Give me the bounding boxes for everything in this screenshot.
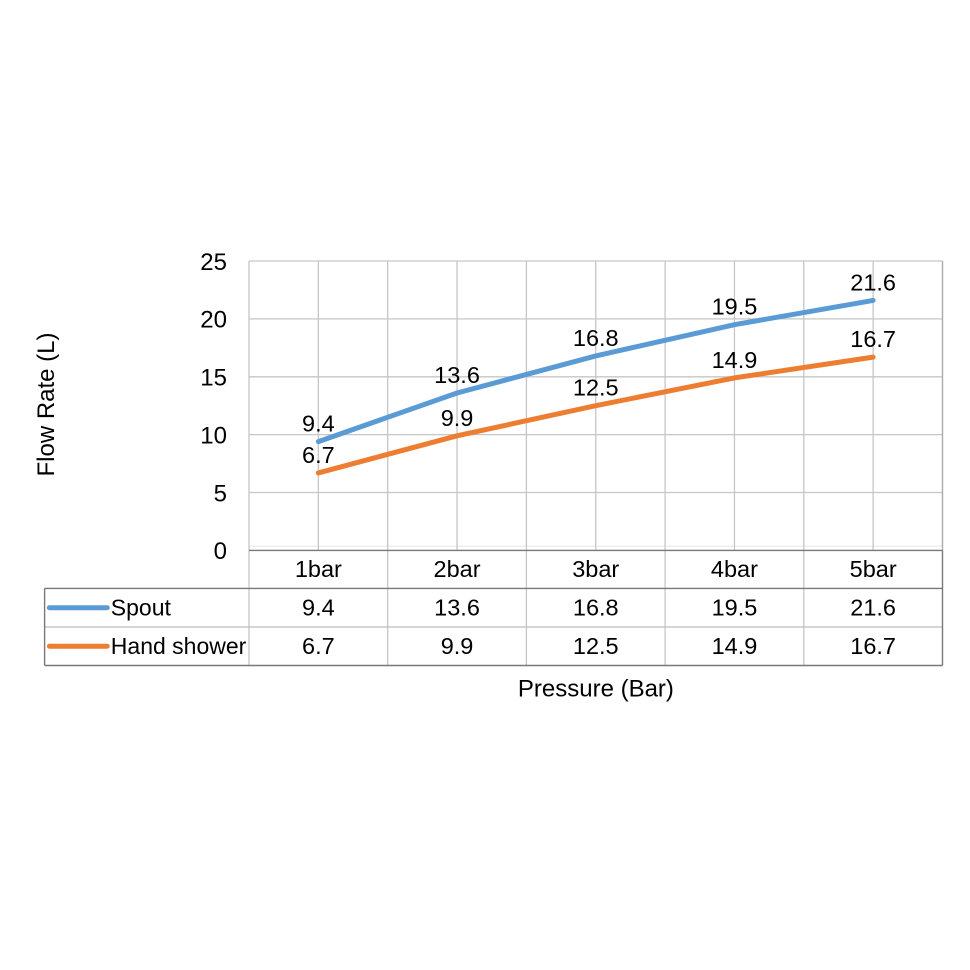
svg-text:3bar: 3bar: [572, 556, 619, 582]
svg-text:Flow Rate (L): Flow Rate (L): [33, 332, 60, 476]
svg-text:6.7: 6.7: [302, 442, 335, 468]
svg-text:13.6: 13.6: [434, 362, 480, 388]
svg-text:19.5: 19.5: [712, 594, 758, 620]
svg-text:16.7: 16.7: [850, 633, 896, 659]
svg-text:19.5: 19.5: [712, 294, 758, 320]
svg-text:Spout: Spout: [111, 594, 172, 620]
svg-text:21.6: 21.6: [850, 269, 896, 295]
svg-text:14.9: 14.9: [712, 347, 758, 373]
svg-text:25: 25: [200, 249, 227, 276]
svg-text:0: 0: [214, 538, 227, 565]
svg-text:16.7: 16.7: [850, 326, 896, 352]
svg-text:14.9: 14.9: [712, 633, 758, 659]
svg-text:Pressure (Bar): Pressure (Bar): [518, 676, 674, 703]
svg-text:1bar: 1bar: [295, 556, 342, 582]
svg-text:5: 5: [214, 480, 227, 507]
svg-text:21.6: 21.6: [850, 594, 896, 620]
svg-text:9.9: 9.9: [441, 405, 474, 431]
svg-text:16.8: 16.8: [573, 594, 619, 620]
svg-text:9.9: 9.9: [441, 633, 474, 659]
svg-text:9.4: 9.4: [302, 411, 335, 437]
svg-text:20: 20: [200, 307, 227, 334]
svg-text:2bar: 2bar: [434, 556, 481, 582]
svg-text:16.8: 16.8: [573, 325, 619, 351]
svg-text:15: 15: [200, 365, 227, 392]
svg-text:12.5: 12.5: [573, 633, 619, 659]
svg-text:Hand shower: Hand shower: [111, 633, 247, 659]
svg-text:12.5: 12.5: [573, 375, 619, 401]
svg-text:6.7: 6.7: [302, 633, 335, 659]
svg-text:9.4: 9.4: [302, 594, 335, 620]
svg-text:10: 10: [200, 422, 227, 449]
svg-text:4bar: 4bar: [711, 556, 758, 582]
svg-text:5bar: 5bar: [850, 556, 897, 582]
svg-text:13.6: 13.6: [434, 594, 480, 620]
